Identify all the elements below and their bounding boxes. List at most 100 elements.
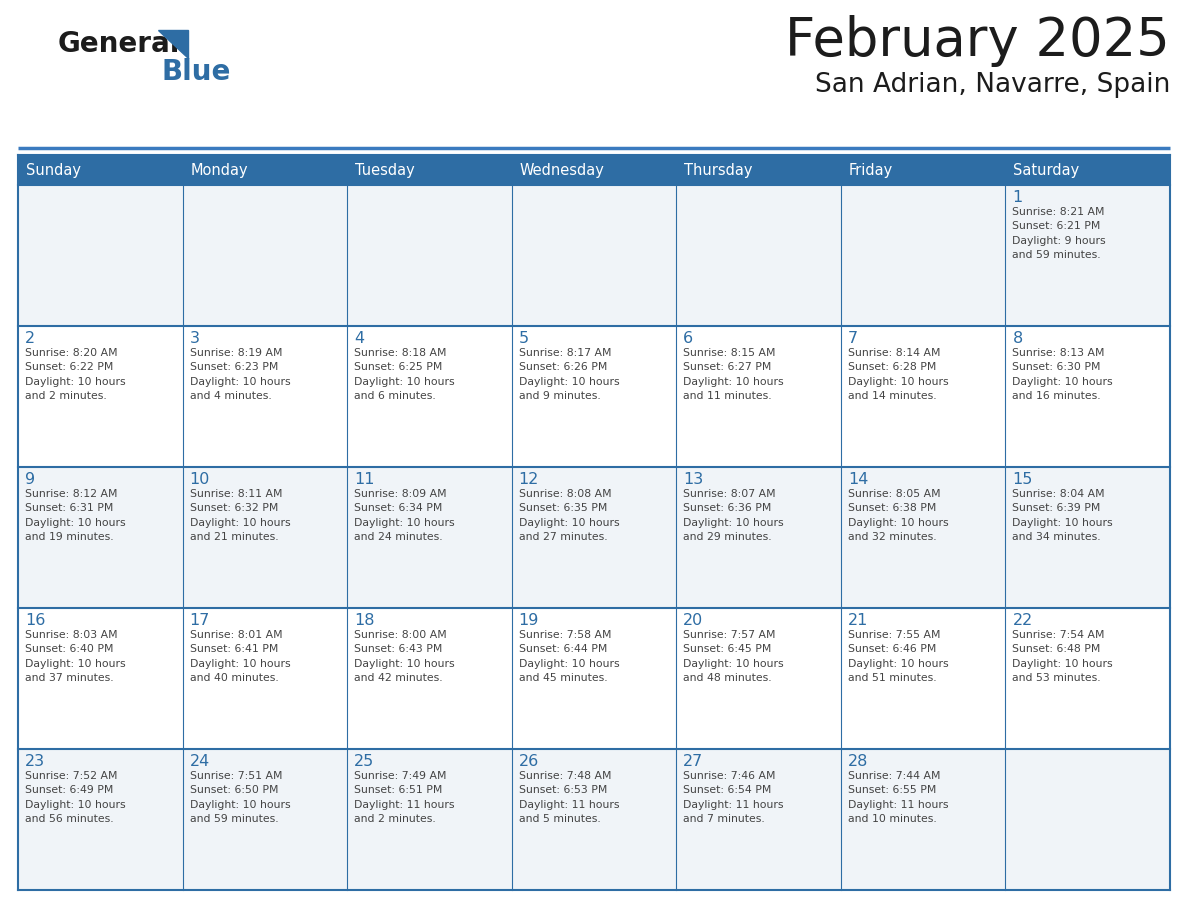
- Polygon shape: [158, 30, 188, 58]
- Text: February 2025: February 2025: [785, 15, 1170, 67]
- Bar: [676, 608, 841, 749]
- Text: Sunrise: 8:17 AM
Sunset: 6:26 PM
Daylight: 10 hours
and 9 minutes.: Sunrise: 8:17 AM Sunset: 6:26 PM Dayligh…: [519, 348, 619, 401]
- Bar: [676, 467, 841, 608]
- Text: 20: 20: [683, 613, 703, 628]
- Text: 22: 22: [1012, 613, 1032, 628]
- Text: 16: 16: [25, 613, 45, 628]
- Text: Sunrise: 8:19 AM
Sunset: 6:23 PM
Daylight: 10 hours
and 4 minutes.: Sunrise: 8:19 AM Sunset: 6:23 PM Dayligh…: [190, 348, 290, 401]
- Bar: [347, 185, 512, 326]
- Text: Sunrise: 7:49 AM
Sunset: 6:51 PM
Daylight: 11 hours
and 2 minutes.: Sunrise: 7:49 AM Sunset: 6:51 PM Dayligh…: [354, 771, 455, 824]
- Text: 1: 1: [1012, 190, 1023, 205]
- Bar: [183, 608, 347, 749]
- Bar: [18, 326, 183, 467]
- Text: 19: 19: [519, 613, 539, 628]
- Text: Sunrise: 7:52 AM
Sunset: 6:49 PM
Daylight: 10 hours
and 56 minutes.: Sunrise: 7:52 AM Sunset: 6:49 PM Dayligh…: [25, 771, 126, 824]
- Text: Sunrise: 8:11 AM
Sunset: 6:32 PM
Daylight: 10 hours
and 21 minutes.: Sunrise: 8:11 AM Sunset: 6:32 PM Dayligh…: [190, 489, 290, 543]
- Text: Tuesday: Tuesday: [355, 162, 415, 177]
- Text: Sunrise: 8:12 AM
Sunset: 6:31 PM
Daylight: 10 hours
and 19 minutes.: Sunrise: 8:12 AM Sunset: 6:31 PM Dayligh…: [25, 489, 126, 543]
- Text: 10: 10: [190, 472, 210, 487]
- Text: 25: 25: [354, 754, 374, 769]
- Bar: [841, 749, 1005, 890]
- Text: Sunrise: 7:48 AM
Sunset: 6:53 PM
Daylight: 11 hours
and 5 minutes.: Sunrise: 7:48 AM Sunset: 6:53 PM Dayligh…: [519, 771, 619, 824]
- Text: 26: 26: [519, 754, 539, 769]
- Text: Sunrise: 8:13 AM
Sunset: 6:30 PM
Daylight: 10 hours
and 16 minutes.: Sunrise: 8:13 AM Sunset: 6:30 PM Dayligh…: [1012, 348, 1113, 401]
- Text: 4: 4: [354, 331, 365, 346]
- Text: Sunrise: 7:51 AM
Sunset: 6:50 PM
Daylight: 10 hours
and 59 minutes.: Sunrise: 7:51 AM Sunset: 6:50 PM Dayligh…: [190, 771, 290, 824]
- Text: Sunrise: 8:07 AM
Sunset: 6:36 PM
Daylight: 10 hours
and 29 minutes.: Sunrise: 8:07 AM Sunset: 6:36 PM Dayligh…: [683, 489, 784, 543]
- Text: 21: 21: [848, 613, 868, 628]
- Text: 5: 5: [519, 331, 529, 346]
- Bar: [512, 155, 676, 185]
- Text: San Adrian, Navarre, Spain: San Adrian, Navarre, Spain: [815, 72, 1170, 98]
- Text: 28: 28: [848, 754, 868, 769]
- Text: 11: 11: [354, 472, 374, 487]
- Bar: [676, 326, 841, 467]
- Text: Sunrise: 8:03 AM
Sunset: 6:40 PM
Daylight: 10 hours
and 37 minutes.: Sunrise: 8:03 AM Sunset: 6:40 PM Dayligh…: [25, 630, 126, 683]
- Text: Blue: Blue: [162, 58, 232, 86]
- Bar: [841, 326, 1005, 467]
- Text: Sunrise: 8:20 AM
Sunset: 6:22 PM
Daylight: 10 hours
and 2 minutes.: Sunrise: 8:20 AM Sunset: 6:22 PM Dayligh…: [25, 348, 126, 401]
- Text: Sunrise: 7:58 AM
Sunset: 6:44 PM
Daylight: 10 hours
and 45 minutes.: Sunrise: 7:58 AM Sunset: 6:44 PM Dayligh…: [519, 630, 619, 683]
- Text: 24: 24: [190, 754, 210, 769]
- Text: Sunrise: 7:55 AM
Sunset: 6:46 PM
Daylight: 10 hours
and 51 minutes.: Sunrise: 7:55 AM Sunset: 6:46 PM Dayligh…: [848, 630, 948, 683]
- Text: 13: 13: [683, 472, 703, 487]
- Text: Sunrise: 7:54 AM
Sunset: 6:48 PM
Daylight: 10 hours
and 53 minutes.: Sunrise: 7:54 AM Sunset: 6:48 PM Dayligh…: [1012, 630, 1113, 683]
- Bar: [1005, 326, 1170, 467]
- Text: Sunrise: 7:46 AM
Sunset: 6:54 PM
Daylight: 11 hours
and 7 minutes.: Sunrise: 7:46 AM Sunset: 6:54 PM Dayligh…: [683, 771, 784, 824]
- Text: Thursday: Thursday: [684, 162, 753, 177]
- Bar: [18, 467, 183, 608]
- Text: Sunrise: 7:44 AM
Sunset: 6:55 PM
Daylight: 11 hours
and 10 minutes.: Sunrise: 7:44 AM Sunset: 6:55 PM Dayligh…: [848, 771, 948, 824]
- Bar: [183, 185, 347, 326]
- Text: Sunrise: 7:57 AM
Sunset: 6:45 PM
Daylight: 10 hours
and 48 minutes.: Sunrise: 7:57 AM Sunset: 6:45 PM Dayligh…: [683, 630, 784, 683]
- Bar: [183, 326, 347, 467]
- Text: 2: 2: [25, 331, 36, 346]
- Bar: [512, 326, 676, 467]
- Bar: [841, 155, 1005, 185]
- Text: 27: 27: [683, 754, 703, 769]
- Bar: [18, 608, 183, 749]
- Bar: [512, 467, 676, 608]
- Bar: [676, 185, 841, 326]
- Text: 8: 8: [1012, 331, 1023, 346]
- Bar: [841, 608, 1005, 749]
- Text: Friday: Friday: [849, 162, 893, 177]
- Text: Sunrise: 8:09 AM
Sunset: 6:34 PM
Daylight: 10 hours
and 24 minutes.: Sunrise: 8:09 AM Sunset: 6:34 PM Dayligh…: [354, 489, 455, 543]
- Bar: [183, 749, 347, 890]
- Bar: [18, 155, 183, 185]
- Text: Sunrise: 8:15 AM
Sunset: 6:27 PM
Daylight: 10 hours
and 11 minutes.: Sunrise: 8:15 AM Sunset: 6:27 PM Dayligh…: [683, 348, 784, 401]
- Bar: [841, 185, 1005, 326]
- Text: 7: 7: [848, 331, 858, 346]
- Bar: [676, 155, 841, 185]
- Bar: [1005, 608, 1170, 749]
- Text: 23: 23: [25, 754, 45, 769]
- Text: Sunrise: 8:00 AM
Sunset: 6:43 PM
Daylight: 10 hours
and 42 minutes.: Sunrise: 8:00 AM Sunset: 6:43 PM Dayligh…: [354, 630, 455, 683]
- Bar: [512, 749, 676, 890]
- Text: 17: 17: [190, 613, 210, 628]
- Text: Sunday: Sunday: [26, 162, 81, 177]
- Text: General: General: [58, 30, 181, 58]
- Bar: [1005, 185, 1170, 326]
- Text: 18: 18: [354, 613, 374, 628]
- Bar: [183, 467, 347, 608]
- Bar: [841, 467, 1005, 608]
- Bar: [676, 749, 841, 890]
- Text: Sunrise: 8:04 AM
Sunset: 6:39 PM
Daylight: 10 hours
and 34 minutes.: Sunrise: 8:04 AM Sunset: 6:39 PM Dayligh…: [1012, 489, 1113, 543]
- Bar: [18, 185, 183, 326]
- Text: 3: 3: [190, 331, 200, 346]
- Bar: [347, 749, 512, 890]
- Text: 9: 9: [25, 472, 36, 487]
- Text: Sunrise: 8:14 AM
Sunset: 6:28 PM
Daylight: 10 hours
and 14 minutes.: Sunrise: 8:14 AM Sunset: 6:28 PM Dayligh…: [848, 348, 948, 401]
- Text: Sunrise: 8:05 AM
Sunset: 6:38 PM
Daylight: 10 hours
and 32 minutes.: Sunrise: 8:05 AM Sunset: 6:38 PM Dayligh…: [848, 489, 948, 543]
- Bar: [512, 608, 676, 749]
- Text: 6: 6: [683, 331, 694, 346]
- Text: 15: 15: [1012, 472, 1032, 487]
- Bar: [1005, 467, 1170, 608]
- Text: 12: 12: [519, 472, 539, 487]
- Bar: [347, 467, 512, 608]
- Bar: [347, 608, 512, 749]
- Text: Sunrise: 8:18 AM
Sunset: 6:25 PM
Daylight: 10 hours
and 6 minutes.: Sunrise: 8:18 AM Sunset: 6:25 PM Dayligh…: [354, 348, 455, 401]
- Bar: [512, 185, 676, 326]
- Bar: [1005, 749, 1170, 890]
- Bar: [183, 155, 347, 185]
- Text: Sunrise: 8:08 AM
Sunset: 6:35 PM
Daylight: 10 hours
and 27 minutes.: Sunrise: 8:08 AM Sunset: 6:35 PM Dayligh…: [519, 489, 619, 543]
